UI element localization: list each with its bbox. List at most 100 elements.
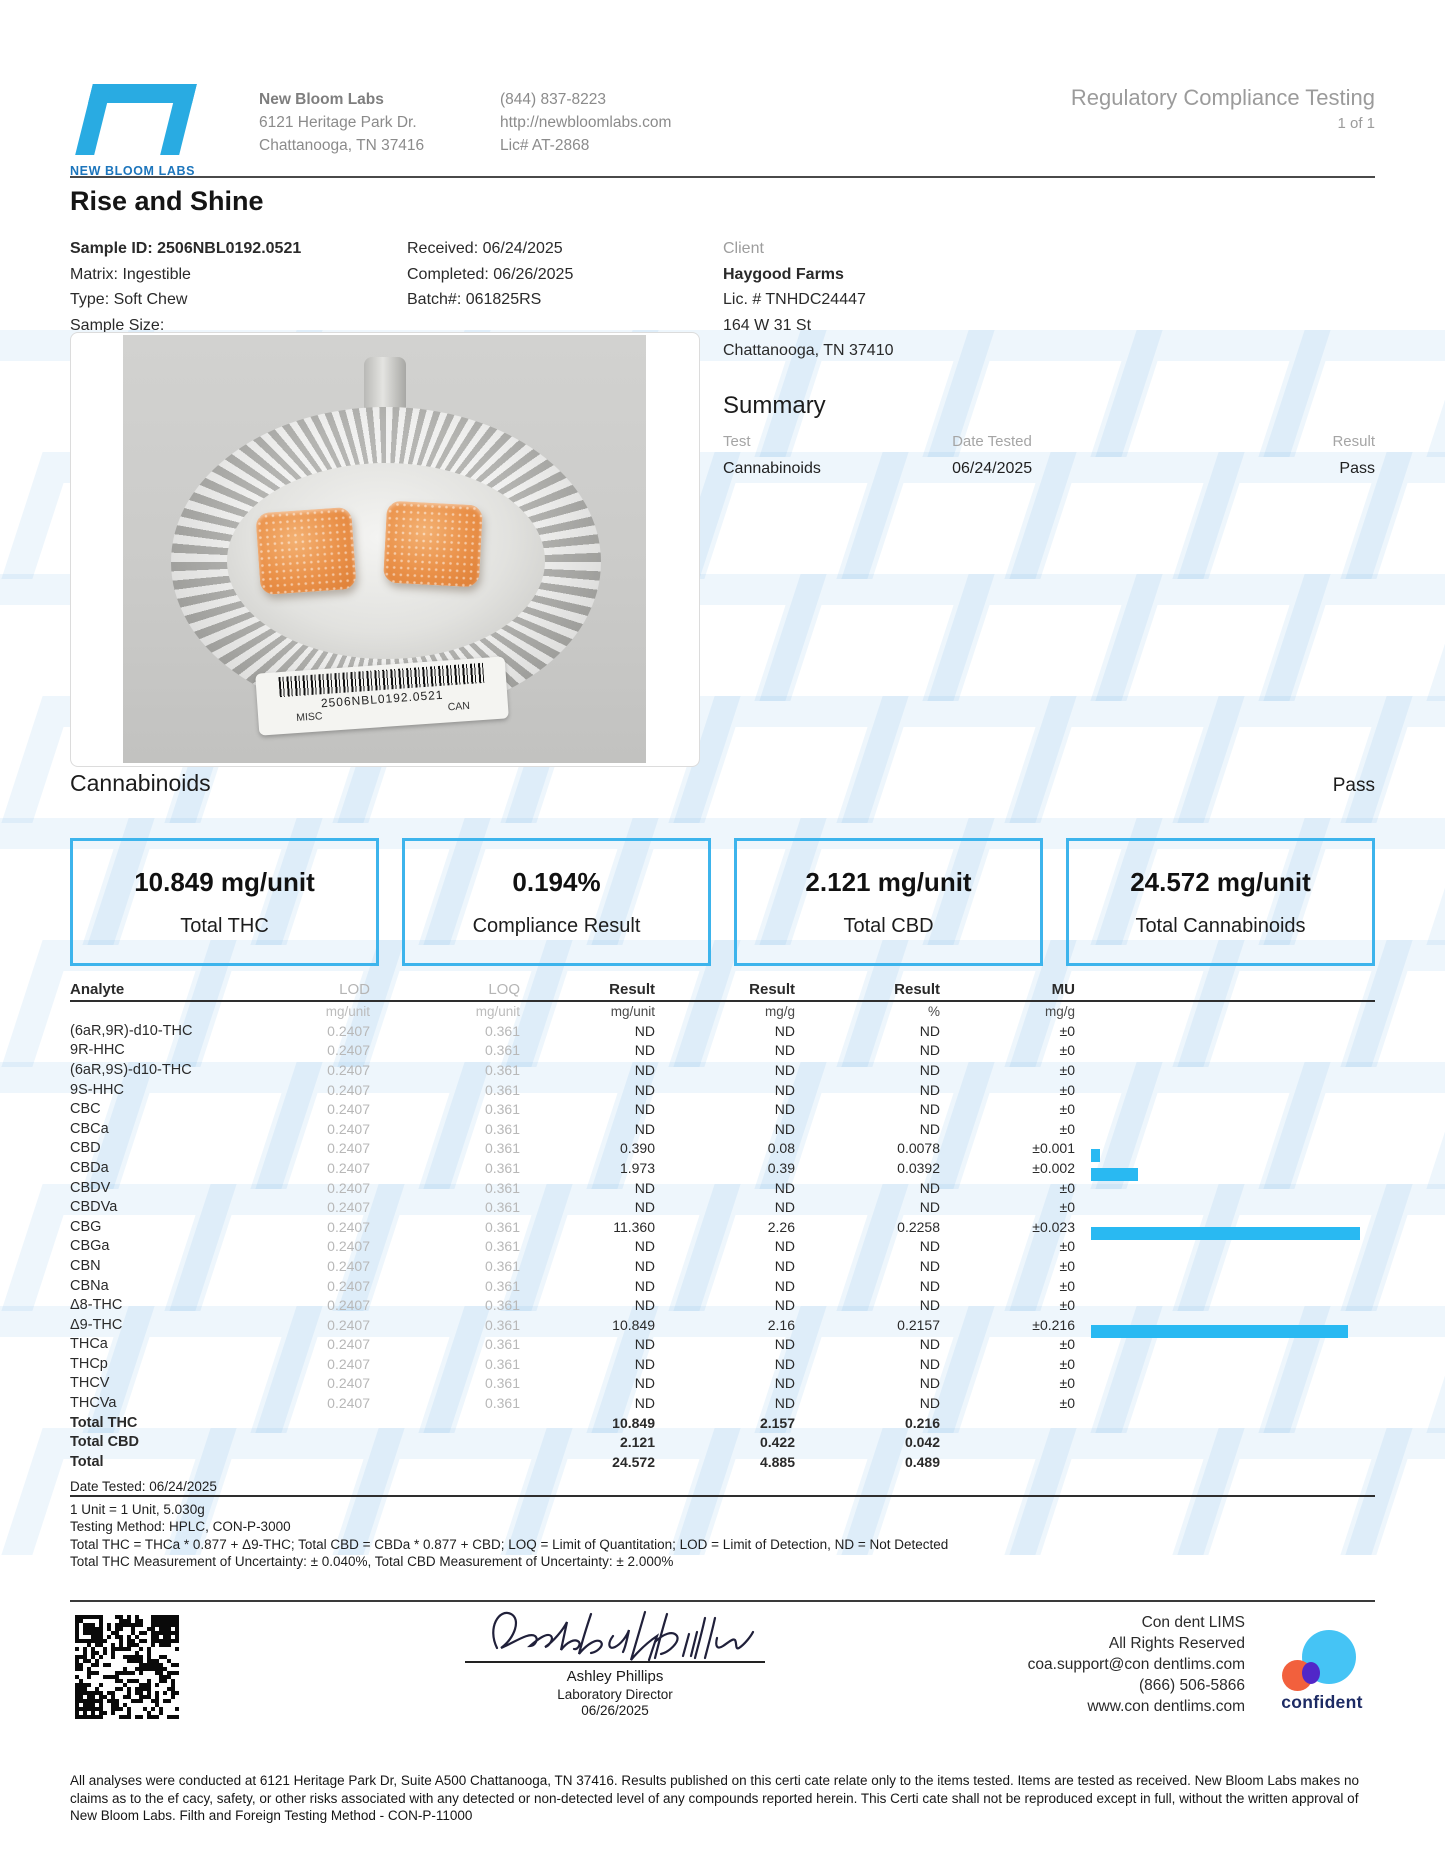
total-mg-g: 0.422 [759, 1434, 795, 1451]
total-pct: 0.216 [904, 1414, 940, 1431]
result-mg-g: ND [774, 1101, 795, 1118]
lab-name: New Bloom Labs [259, 91, 384, 108]
lab-license: Lic# AT-2868 [500, 137, 590, 154]
footnote-method: Testing Method: HPLC, CON-P-3000 [70, 1519, 291, 1535]
bar-cell [1075, 1197, 1375, 1217]
lims-info-block: Con dent LIMS All Rights Reserved coa.su… [1028, 1612, 1245, 1717]
mu-value: ±0 [1059, 1297, 1075, 1314]
table-row: CBC 0.2407 0.361 ND ND ND ±0 [70, 1099, 1375, 1119]
analyte-name: THCV [70, 1375, 110, 1392]
unit-result3: % [927, 1004, 940, 1019]
loq-value: 0.361 [484, 1238, 520, 1255]
result-mg-g: 0.39 [767, 1159, 795, 1176]
result-mg-unit: ND [634, 1199, 655, 1216]
total-mg-g: 4.885 [759, 1453, 795, 1470]
col-result-pct: Result [894, 980, 940, 998]
result-pct: ND [919, 1277, 940, 1294]
watermark-arch [1009, 696, 1245, 823]
result-pct: ND [919, 1355, 940, 1372]
mu-value: ±0 [1059, 1081, 1075, 1098]
total-mg-unit: 2.121 [619, 1434, 655, 1451]
product-title: Rise and Shine [70, 186, 264, 216]
result-mg-g: ND [774, 1120, 795, 1137]
col-analyte: Analyte [70, 980, 125, 998]
result-mg-unit: ND [634, 1061, 655, 1078]
table-row: CBDVa 0.2407 0.361 ND ND ND ±0 [70, 1197, 1375, 1217]
disclaimer-text: All analyses were conducted at 6121 Heri… [70, 1773, 1359, 1823]
result-mg-unit: ND [634, 1355, 655, 1372]
lod-value: 0.2407 [327, 1120, 370, 1137]
mu-value: ±0 [1059, 1375, 1075, 1392]
loq-value: 0.361 [484, 1061, 520, 1078]
result-pct: ND [919, 1101, 940, 1118]
total-mg-unit: 24.572 [612, 1453, 655, 1470]
sample-id: Sample ID: 2506NBL0192.0521 [70, 240, 302, 257]
lod-value: 0.2407 [327, 1140, 370, 1157]
lims-email: coa.support@con dentlims.com [1027, 1656, 1245, 1673]
table-header-row: Analyte LOD LOQ Result Result Result MU [70, 978, 1375, 1002]
lod-value: 0.2407 [327, 1061, 370, 1078]
result-mg-g: ND [774, 1297, 795, 1314]
bar-cell [1075, 1315, 1375, 1338]
summary-col-result: Result [1332, 433, 1375, 450]
analyte-name: (6aR,9R)-d10-THC [70, 1022, 193, 1039]
result-mg-g: ND [774, 1277, 795, 1294]
result-mg-unit: ND [634, 1120, 655, 1137]
unit-lod: mg/unit [325, 1004, 370, 1019]
lims-website: www.con dentlims.com [1087, 1698, 1245, 1715]
page-number: 1 of 1 [1337, 115, 1375, 132]
table-row: CBCa 0.2407 0.361 ND ND ND ±0 [70, 1119, 1375, 1139]
completed-date: Completed: 06/26/2025 [407, 265, 574, 283]
gummy-left [255, 506, 357, 596]
lims-rights: All Rights Reserved [1108, 1635, 1245, 1652]
watermark-arch [759, 574, 995, 701]
cannabinoids-section-header: Cannabinoids Pass [70, 770, 1375, 797]
sample-type: Type: Soft Chew [70, 291, 188, 308]
result-mg-g: ND [774, 1081, 795, 1098]
client-address1: 164 W 31 St [723, 316, 812, 334]
loq-value: 0.361 [484, 1179, 520, 1196]
lod-value: 0.2407 [327, 1159, 370, 1176]
analyte-name: CBGa [70, 1238, 110, 1255]
result-pct: ND [919, 1179, 940, 1196]
table-units-row: mg/unit mg/unit mg/unit mg/g % mg/g [70, 1002, 1375, 1021]
loq-value: 0.361 [484, 1277, 520, 1294]
lod-value: 0.2407 [327, 1336, 370, 1353]
logo-caption: NEW BLOOM LABS [70, 164, 196, 178]
table-total-row: Total CBD 2.121 0.422 0.042 [70, 1432, 1375, 1452]
table-row: THCV 0.2407 0.361 ND ND ND ±0 [70, 1374, 1375, 1394]
metric-value: 24.572 mg/unit [1130, 866, 1311, 897]
loq-value: 0.361 [484, 1257, 520, 1274]
confident-brand-text: confident [1281, 1692, 1363, 1712]
result-bar [1091, 1148, 1101, 1162]
result-mg-unit: ND [634, 1336, 655, 1353]
mu-value: ±0.002 [1032, 1159, 1075, 1176]
analyte-name: THCp [70, 1355, 108, 1372]
metric-label: Compliance Result [472, 914, 641, 937]
result-mg-unit: 0.390 [619, 1140, 655, 1157]
result-mg-unit: 10.849 [612, 1316, 655, 1333]
mu-value: ±0.001 [1032, 1140, 1075, 1157]
result-pct: ND [919, 1022, 940, 1039]
result-pct: ND [919, 1375, 940, 1392]
result-mg-unit: ND [634, 1042, 655, 1059]
client-address2: Chattanooga, TN 37410 [723, 342, 894, 359]
analyte-name: 9S-HHC [70, 1081, 124, 1098]
lab-website: http://newbloomlabs.com [500, 114, 672, 131]
watermark-arch [841, 696, 1077, 823]
metric-label: Total Cannabinoids [1135, 914, 1306, 937]
loq-value: 0.361 [484, 1375, 520, 1392]
result-pct: ND [919, 1120, 940, 1137]
mu-value: ±0 [1059, 1277, 1075, 1294]
lab-address2: Chattanooga, TN 37416 [259, 137, 425, 154]
result-mg-g: ND [774, 1395, 795, 1412]
lod-value: 0.2407 [327, 1238, 370, 1255]
lod-value: 0.2407 [327, 1218, 370, 1235]
mu-value: ±0 [1059, 1355, 1075, 1372]
table-row: Δ9-THC 0.2407 0.361 10.849 2.16 0.2157 ±0.216 [70, 1315, 1375, 1338]
loq-value: 0.361 [484, 1101, 520, 1118]
result-pct: 0.2258 [897, 1218, 940, 1235]
lod-value: 0.2407 [327, 1375, 370, 1392]
analyte-name: CBC [70, 1101, 101, 1118]
bar-cell [1075, 1237, 1375, 1257]
